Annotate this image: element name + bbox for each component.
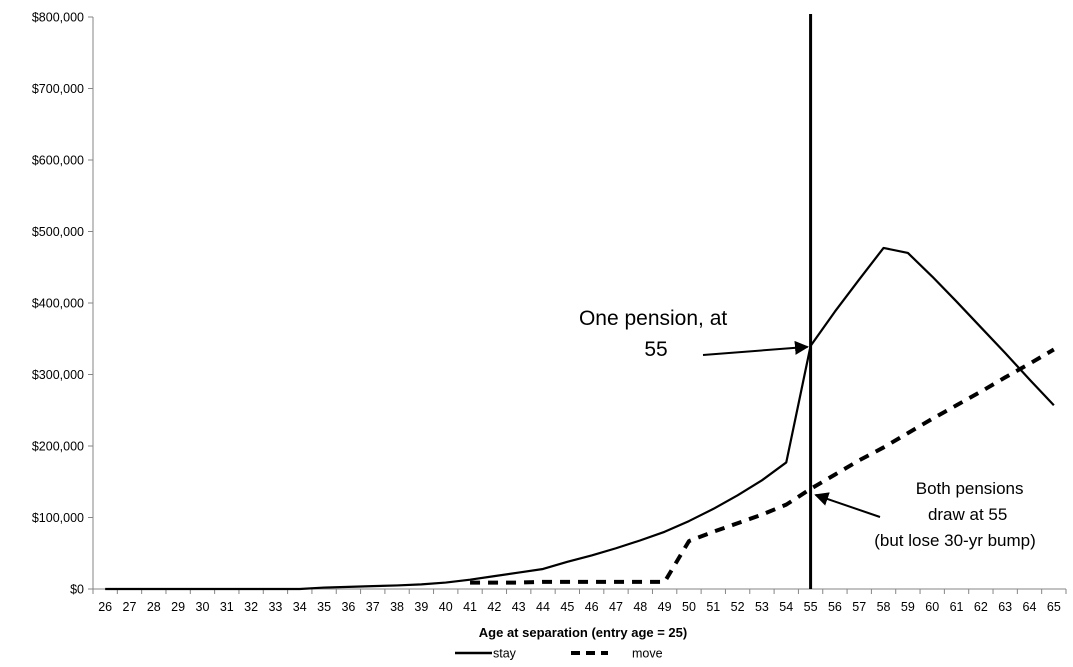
x-tick-label: 40	[439, 600, 453, 614]
annotation-both-pensions: Both pensions draw at 55 (but lose 30-yr…	[814, 479, 1036, 550]
x-tick-label: 46	[585, 600, 599, 614]
x-tick-label: 53	[755, 600, 769, 614]
x-tick-label: 48	[633, 600, 647, 614]
x-tick-label: 32	[244, 600, 258, 614]
x-tick-label: 27	[123, 600, 137, 614]
legend-move-label: move	[632, 647, 663, 661]
x-axis-title: Age at separation (entry age = 25)	[479, 625, 687, 640]
x-tick-label: 63	[998, 600, 1012, 614]
series-line-stay	[105, 246, 1055, 591]
x-tick-label: 58	[877, 600, 891, 614]
x-tick-label: 64	[1023, 600, 1037, 614]
x-tick-label: 35	[317, 600, 331, 614]
y-tick-label: $400,000	[32, 297, 84, 311]
x-tick-label: 36	[341, 600, 355, 614]
annotation-both-pensions-line-1: Both pensions	[916, 479, 1024, 498]
legend: stay move	[455, 647, 663, 661]
x-tick-label: 56	[828, 600, 842, 614]
series-line-move	[470, 347, 1055, 585]
x-tick-label: 54	[779, 600, 793, 614]
x-tick-label: 29	[171, 600, 185, 614]
x-tick-label: 55	[804, 600, 818, 614]
annotation-one-pension-line-2: 55	[644, 338, 667, 361]
y-tick-label: $0	[70, 583, 84, 597]
series-layer	[105, 246, 1055, 591]
x-tick-label: 50	[682, 600, 696, 614]
x-tick-label: 39	[414, 600, 428, 614]
x-tick-label: 59	[901, 600, 915, 614]
svg-text:Both pensions draw at 55: Both pensions draw at 55 (but lose 30-yr…	[874, 479, 1036, 550]
y-tick-label: $500,000	[32, 225, 84, 239]
x-tick-label: 62	[974, 600, 988, 614]
annotation-one-pension-line-1: One pension, at	[579, 307, 727, 330]
x-tick-label: 43	[512, 600, 526, 614]
x-tick-label: 38	[390, 600, 404, 614]
x-tick-label: 28	[147, 600, 161, 614]
annotation-both-pensions-line-2: draw at 55	[928, 505, 1007, 524]
annotation-one-pension: One pension, at 55	[579, 307, 809, 361]
annotation-both-pensions-line-3: (but lose 30-yr bump)	[874, 531, 1036, 550]
x-tick-label: 65	[1047, 600, 1061, 614]
y-tick-label: $100,000	[32, 511, 84, 525]
annotation-one-pension-arrow	[702, 340, 809, 356]
x-tick-label: 41	[463, 600, 477, 614]
annotation-both-pensions-arrow	[814, 492, 881, 518]
legend-stay-label: stay	[493, 647, 517, 661]
x-tick-label: 33	[268, 600, 282, 614]
y-tick-label: $600,000	[32, 154, 84, 168]
y-tick-label: $700,000	[32, 82, 84, 96]
x-tick-label: 57	[852, 600, 866, 614]
x-tick-label: 51	[706, 600, 720, 614]
y-axis: $0 $100,000 $200,000 $300,000 $400,000 $500,0…	[32, 11, 94, 597]
y-tick-label: $200,000	[32, 440, 84, 454]
x-tick-label: 37	[366, 600, 380, 614]
x-tick-label: 30	[196, 600, 210, 614]
x-tick-label: 47	[609, 600, 623, 614]
y-tick-label: $300,000	[32, 368, 84, 382]
x-tick-label: 31	[220, 600, 234, 614]
x-tick-label: 34	[293, 600, 307, 614]
x-tick-label: 60	[925, 600, 939, 614]
x-tick-label: 44	[536, 600, 550, 614]
svg-text:One pension, at 55: One pension, at 55	[579, 307, 733, 361]
x-axis: 26 27 28 29 30 31 32 33 34 35 36 37 38 39 40 41 42 43 44 45…	[92, 588, 1067, 614]
x-tick-label: 26	[98, 600, 112, 614]
y-tick-label: $800,000	[32, 11, 84, 25]
x-tick-label: 52	[731, 600, 745, 614]
x-tick-label: 61	[950, 600, 964, 614]
x-tick-label: 45	[560, 600, 574, 614]
x-tick-label: 42	[487, 600, 501, 614]
x-tick-label: 49	[658, 600, 672, 614]
